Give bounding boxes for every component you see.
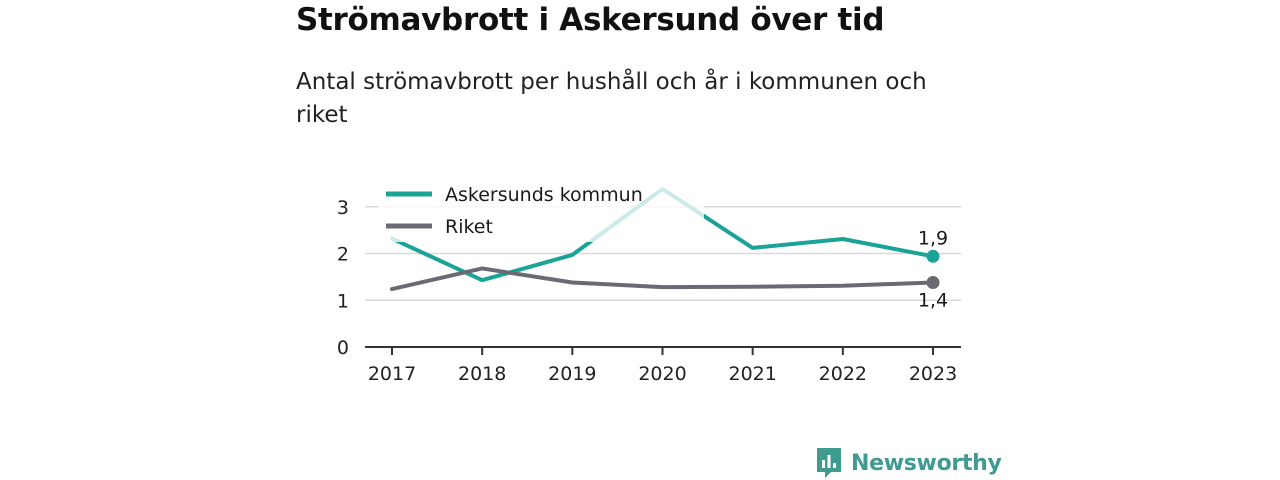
x-tick-label: 2018 — [458, 363, 506, 385]
end-label-layer: 1,9 1,4 — [918, 227, 948, 311]
end-point-marker — [926, 249, 940, 263]
y-tick-label: 3 — [337, 197, 349, 219]
end-value-label: 1,9 — [918, 227, 948, 249]
legend-backdrop — [378, 178, 704, 242]
x-tick-label: 2021 — [728, 363, 776, 385]
brand-name: Newsworthy — [851, 450, 1002, 476]
x-tick-label: 2022 — [819, 363, 867, 385]
end-point-marker — [926, 275, 940, 289]
y-tick-label: 0 — [337, 337, 349, 359]
x-tick-label: 2023 — [909, 363, 957, 385]
chart-title: Strömavbrott i Askersund över tid — [296, 2, 885, 38]
x-tick-label: 2020 — [638, 363, 686, 385]
end-value-label: 1,4 — [918, 289, 948, 311]
legend-label: Riket — [445, 216, 493, 238]
legend: Askersunds kommun Riket — [378, 178, 704, 242]
y-tick-label: 2 — [337, 244, 349, 266]
legend-label: Askersunds kommun — [445, 184, 643, 206]
series-line-riket — [390, 266, 935, 292]
y-tick-label: 1 — [337, 290, 349, 312]
x-tick-label: 2019 — [548, 363, 596, 385]
chart-subtitle: Antal strömavbrott per hushåll och år i … — [296, 69, 927, 128]
x-tick-label: 2017 — [368, 363, 416, 385]
axis-layer: 0 1 2 3 2017 2018 2019 2020 2021 2022 2023 — [337, 197, 961, 385]
brand-logo: Newsworthy — [815, 446, 1002, 480]
newsworthy-logo-icon — [817, 448, 841, 478]
line-chart: 0 1 2 3 2017 2018 2019 2020 2021 2022 2023 Askersu… — [336, 178, 961, 385]
